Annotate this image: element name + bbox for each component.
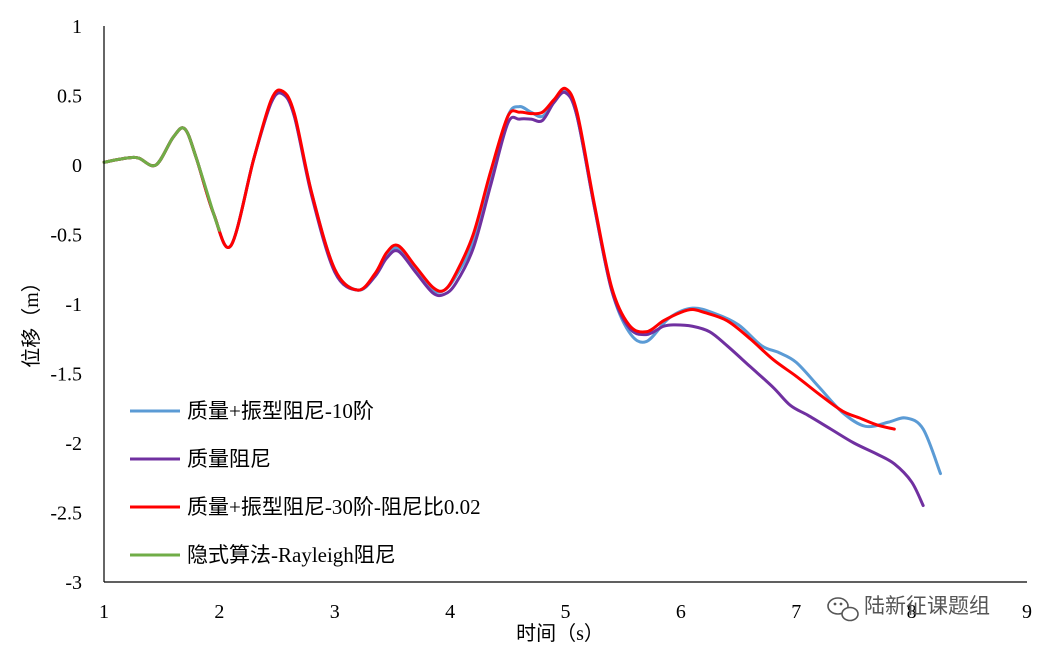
series-line-3	[102, 86, 896, 431]
x-tick-label: 9	[1022, 601, 1032, 623]
x-tick-labels: 1 2 3 4 5 6 7 8 9	[99, 601, 1032, 623]
x-tick-label: 2	[214, 601, 224, 623]
y-tick-label: -3	[65, 572, 82, 594]
watermark: 陆新征课题组	[827, 594, 990, 622]
x-tick-label: 5	[561, 601, 571, 623]
plot-series-group	[102, 86, 942, 508]
y-tick-label: -1.5	[50, 364, 82, 386]
series-line-2	[102, 90, 925, 508]
x-tick-label: 7	[791, 601, 801, 623]
y-tick-label: -2	[65, 433, 82, 455]
x-tick-label: 6	[676, 601, 686, 623]
y-tick-label: -0.5	[50, 225, 82, 247]
y-tick-label: 0.5	[57, 86, 82, 108]
x-tick-label: 8	[907, 601, 917, 623]
x-axis-title: 时间（s）	[516, 622, 604, 645]
y-axis-title: 位移（m）	[20, 272, 43, 368]
legend-label-3: 质量+振型阻尼-30阶-阻尼比0.02	[187, 495, 481, 519]
legend-label-2: 质量阻尼	[187, 447, 271, 471]
wechat-icon	[827, 597, 859, 622]
watermark-text: 陆新征课题组	[864, 594, 990, 618]
y-tick-label: -1	[65, 294, 82, 316]
y-tick-labels: 1 0.5 0 -0.5 -1 -1.5 -2 -2.5 -3	[50, 16, 82, 594]
x-tick-label: 1	[99, 601, 109, 623]
y-tick-label: 1	[72, 16, 82, 38]
series-line-4	[102, 126, 221, 232]
y-tick-label: -2.5	[50, 503, 82, 525]
legend-label-1: 质量+振型阻尼-10阶	[187, 399, 374, 423]
legend-label-4: 隐式算法-Rayleigh阻尼	[187, 543, 396, 567]
x-tick-label: 3	[330, 601, 340, 623]
y-tick-label: 0	[72, 155, 82, 177]
x-tick-label: 4	[445, 601, 455, 623]
